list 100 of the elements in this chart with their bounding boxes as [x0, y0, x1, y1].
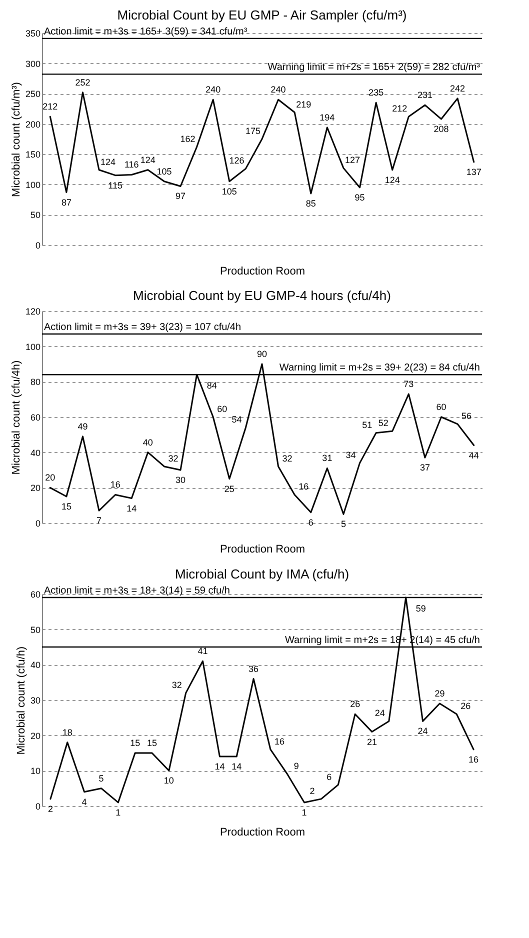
data-label: 212	[392, 104, 408, 114]
data-label: 37	[420, 462, 430, 473]
y-tick-label: 60	[30, 590, 40, 600]
data-label: 49	[78, 421, 88, 432]
x-axis-title: Production Room	[220, 266, 305, 278]
data-label: 194	[320, 112, 335, 122]
y-tick-label: 0	[35, 518, 40, 528]
data-label: 32	[168, 453, 178, 464]
data-label: 175	[245, 126, 261, 136]
data-label: 240	[206, 84, 221, 95]
y-tick-label: 0	[35, 802, 40, 812]
y-tick-label: 40	[30, 660, 40, 670]
y-tick-label: 10	[30, 766, 40, 776]
data-label: 36	[248, 664, 259, 674]
ref-line-label: Action limit = m+3s = 39+ 3(23) = 107 cfu/4h	[44, 322, 242, 333]
data-label: 116	[124, 160, 139, 170]
y-tick-label: 120	[25, 306, 40, 316]
data-label: 24	[418, 726, 428, 736]
data-label: 85	[306, 198, 316, 209]
data-label: 240	[270, 84, 286, 95]
y-tick-label: 300	[25, 58, 40, 69]
chart-title: Microbial Count by EU GMP-4 hours (cfu/4h)	[133, 288, 391, 303]
data-label: 219	[296, 99, 312, 110]
data-label: 95	[354, 192, 365, 202]
data-label: 60	[436, 402, 446, 412]
x-axis-title: Production Room	[220, 826, 305, 838]
y-tick-label: 150	[25, 150, 40, 160]
y-tick-label: 20	[30, 483, 40, 494]
data-label: 56	[462, 411, 472, 422]
ref-line-label: Warning limit = m+2s = 39+ 2(23) = 84 cfu/4h	[279, 362, 480, 374]
data-label: 32	[282, 453, 292, 464]
data-label: 26	[350, 699, 360, 710]
data-label: 126	[229, 156, 244, 166]
data-label: 105	[222, 186, 237, 196]
data-label: 115	[108, 180, 123, 190]
data-label: 5	[340, 519, 346, 530]
data-label: 162	[180, 134, 196, 144]
data-label: 212	[42, 102, 58, 112]
data-label: 26	[460, 701, 471, 712]
data-label: 97	[176, 191, 186, 202]
data-label: 44	[468, 450, 479, 460]
x-axis-title: Production Room	[220, 544, 305, 556]
chart-title: Microbial Count by EU GMP - Air Sampler (cfu/m³)	[117, 7, 407, 22]
y-tick-label: 60	[30, 412, 40, 422]
data-label: 73	[404, 379, 414, 390]
data-label: 16	[110, 480, 120, 490]
data-label: 20	[45, 472, 56, 483]
data-label: 9	[294, 761, 299, 772]
y-tick-label: 100	[25, 180, 40, 190]
ref-line-label: Action limit = m+3s = 165+ 3(59) = 341 cfu/m³	[44, 26, 248, 38]
data-label: 18	[62, 727, 72, 738]
data-label: 14	[126, 503, 137, 514]
data-label: 30	[176, 475, 186, 485]
y-tick-label: 80	[30, 377, 40, 388]
data-label: 242	[450, 83, 466, 94]
data-label: 15	[146, 738, 158, 748]
data-label: 6	[326, 772, 332, 782]
data-label: 24	[374, 708, 385, 718]
data-label: 4	[82, 796, 87, 807]
data-label: 52	[378, 418, 388, 428]
data-label: 2	[48, 804, 53, 814]
data-label: 137	[466, 167, 482, 178]
data-label: 15	[61, 502, 72, 512]
data-label: 59	[416, 604, 426, 614]
data-label: 231	[417, 90, 432, 100]
data-label: 87	[61, 197, 72, 208]
data-label: 60	[217, 404, 228, 414]
data-label: 208	[434, 124, 449, 134]
y-tick-label: 30	[30, 696, 40, 706]
data-label: 15	[130, 738, 140, 748]
data-label: 54	[232, 414, 242, 425]
y-tick-label: 40	[30, 448, 40, 458]
data-label: 51	[362, 420, 372, 430]
data-label: 84	[206, 380, 217, 391]
ref-line-label: Action limit = m+3s = 18+ 3(14) = 59 cfu/h	[44, 586, 230, 597]
data-label: 2	[310, 786, 315, 796]
data-label: 124	[100, 156, 116, 167]
ref-line-label: Warning limit = m+2s = 165+ 2(59) = 282 cfu/m³	[268, 62, 481, 74]
chart-title: Microbial Count by IMA (cfu/h)	[174, 566, 350, 582]
data-label: 21	[366, 736, 378, 747]
y-axis-title: Microbial count (cfu/h)	[15, 646, 28, 755]
data-label: 34	[346, 450, 356, 460]
data-label: 31	[322, 453, 332, 464]
data-label: 124	[384, 174, 400, 185]
data-label: 5	[98, 773, 104, 784]
y-tick-label: 50	[30, 624, 40, 635]
y-tick-label: 350	[25, 28, 40, 38]
data-label: 25	[224, 484, 234, 494]
data-label: 32	[172, 680, 182, 690]
data-label: 127	[344, 155, 360, 166]
data-label: 14	[214, 762, 225, 772]
y-tick-label: 250	[25, 89, 40, 100]
y-tick-label: 50	[30, 210, 40, 220]
data-label: 40	[142, 437, 153, 448]
data-label: 105	[156, 166, 172, 176]
data-label: 124	[140, 154, 156, 165]
data-label: 14	[232, 762, 242, 772]
data-label: 16	[274, 736, 284, 746]
data-label: 6	[308, 517, 314, 528]
y-tick-label: 200	[25, 119, 40, 130]
